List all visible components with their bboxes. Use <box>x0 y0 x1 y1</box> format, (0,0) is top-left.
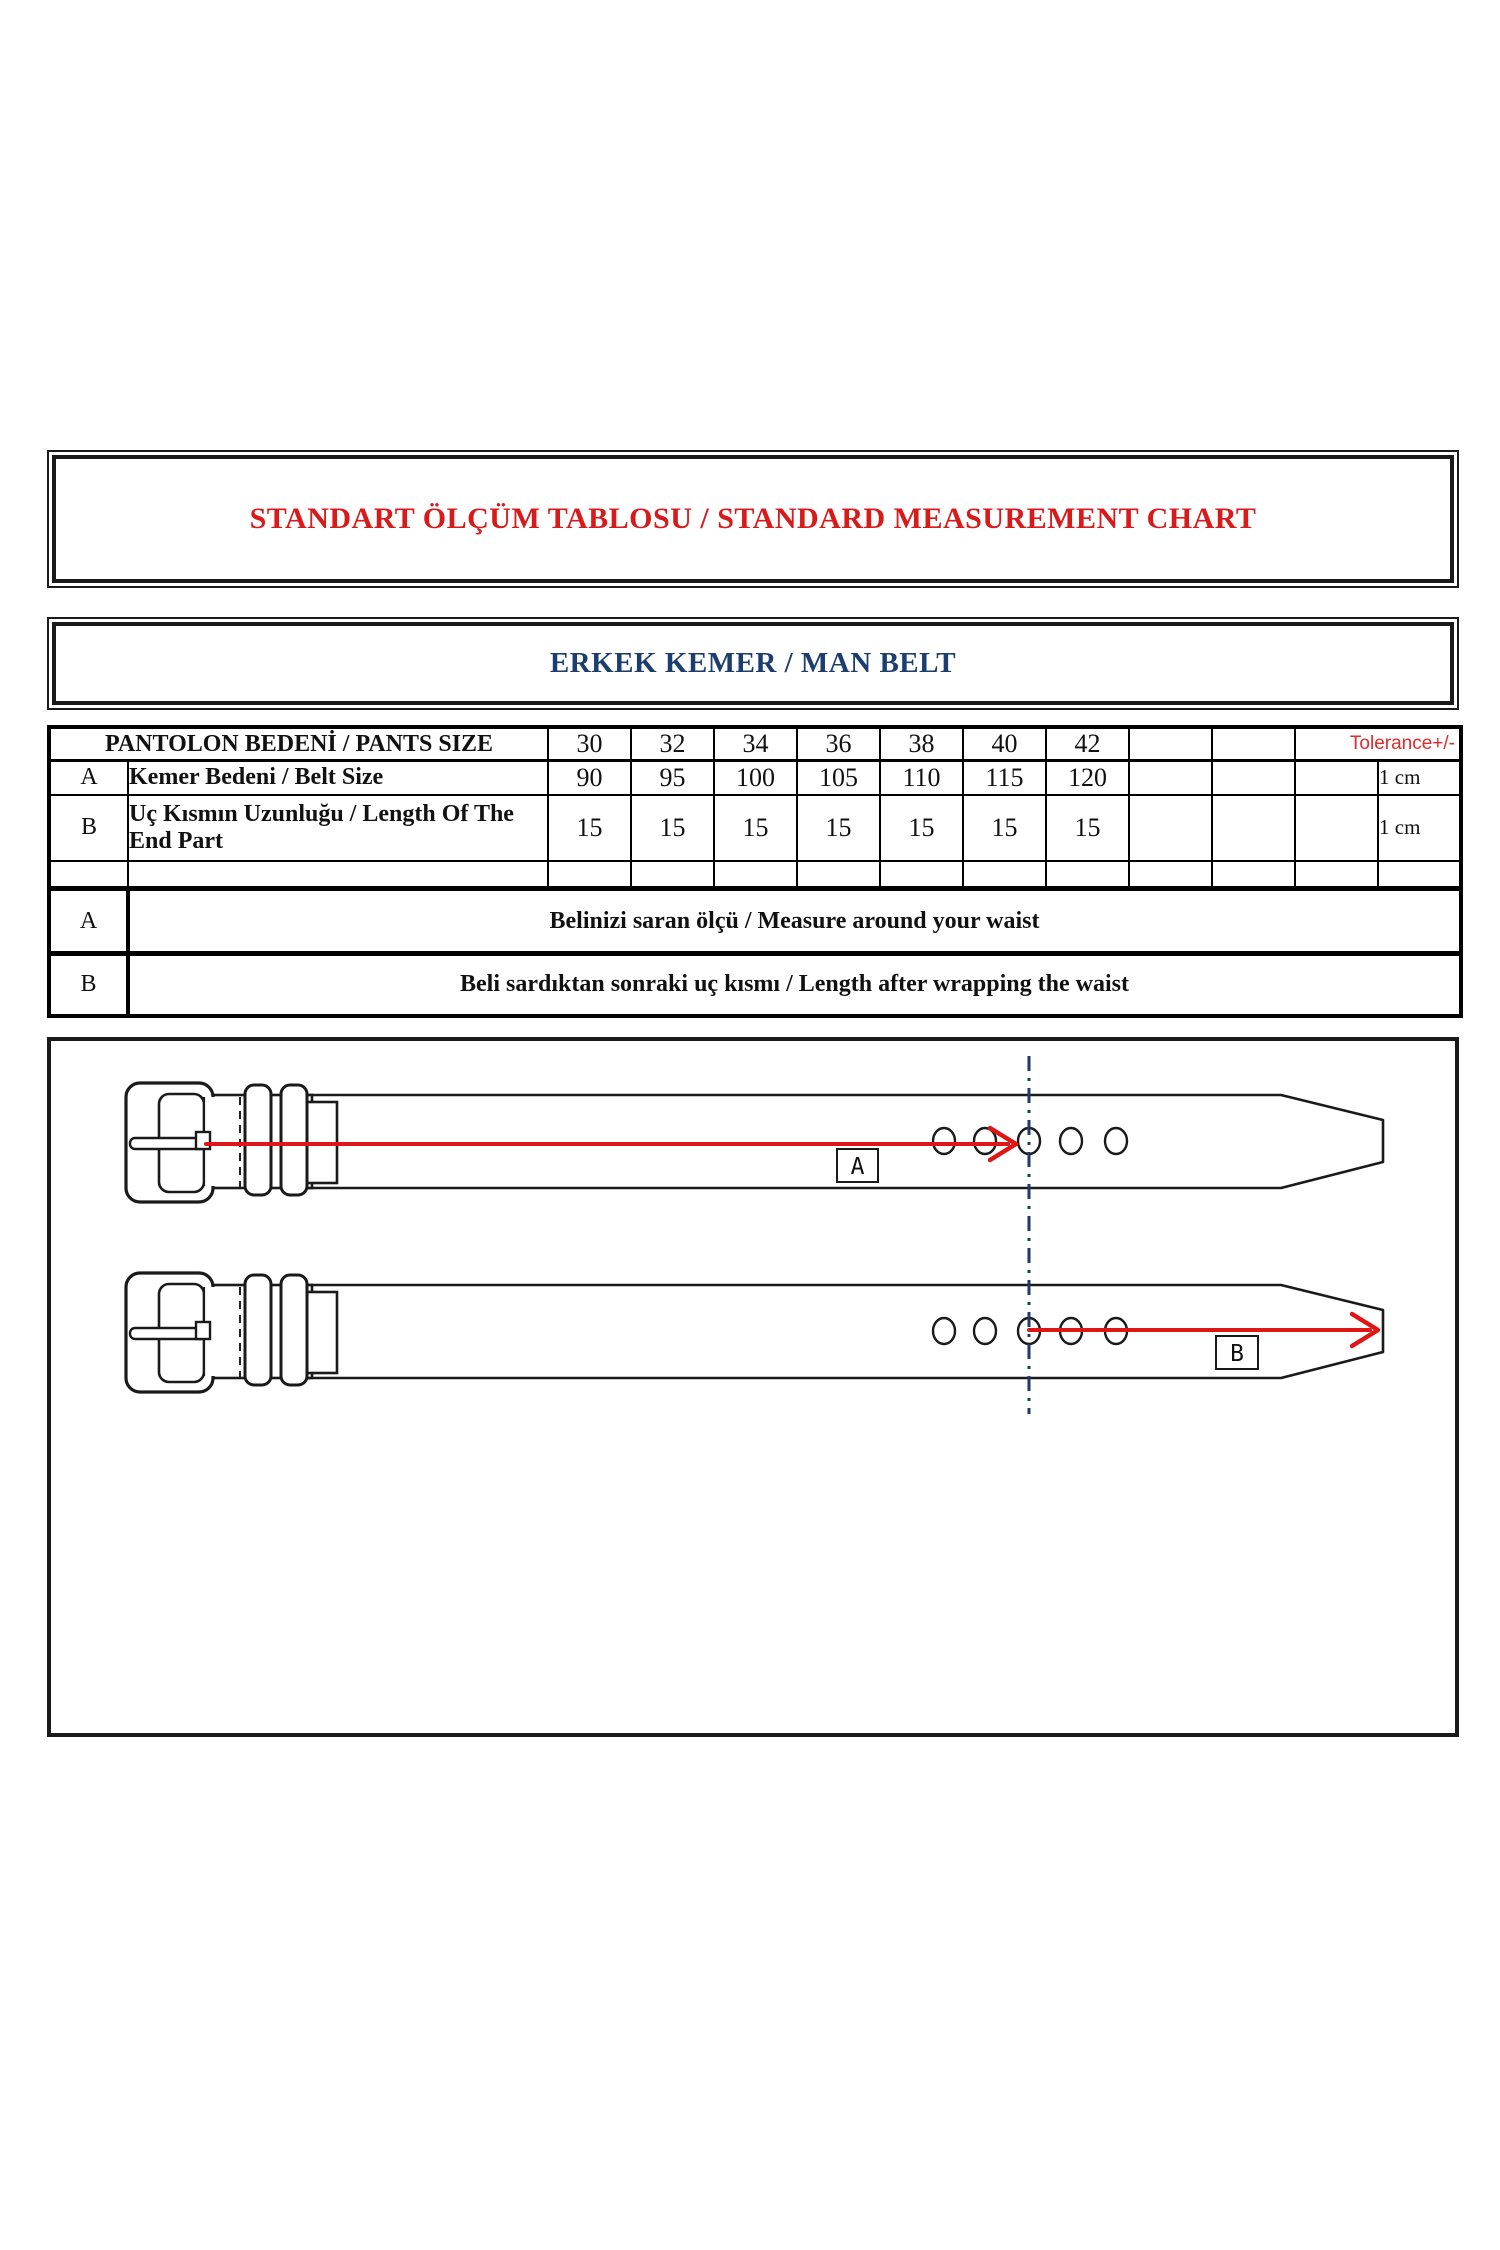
empty-cell <box>1211 793 1296 862</box>
note-letter: A <box>48 887 130 956</box>
title-box-inner: STANDART ÖLÇÜM TABLOSU / STANDARD MEASUR… <box>52 455 1454 583</box>
label-box-a: A <box>836 1148 879 1183</box>
tolerance-header: Tolerance+/- <box>1349 733 1455 754</box>
empty-cell <box>962 859 1047 891</box>
value-cell: 105 <box>796 759 881 796</box>
label-box-b: B <box>1215 1335 1259 1370</box>
end-part-row: B Uç Kısmın Uzunluğu / Length Of The End… <box>48 793 1462 862</box>
value-cell: 120 <box>1045 759 1130 796</box>
value-cell: 15 <box>547 793 632 862</box>
empty-cell <box>1045 859 1130 891</box>
belt-size-row: A Kemer Bedeni / Belt Size 90 95 100 105… <box>48 759 1462 796</box>
belt-diagram: A B <box>47 1037 1459 1737</box>
size-cell: 42 <box>1045 726 1130 762</box>
measure-arrow-b <box>1027 1311 1381 1349</box>
row-letter: B <box>48 793 129 862</box>
measurement-table: PANTOLON BEDENİ / PANTS SIZE 30 32 34 36… <box>47 725 1463 1018</box>
empty-cell <box>1128 759 1213 796</box>
subtitle-box-inner: ERKEK KEMER / MAN BELT <box>52 622 1454 705</box>
note-text: Belinizi saran ölçü / Measure around you… <box>127 887 1462 956</box>
value-cell: 15 <box>1045 793 1130 862</box>
value-cell: 15 <box>630 793 715 862</box>
pants-size-header: PANTOLON BEDENİ / PANTS SIZE <box>48 726 549 762</box>
value-cell: 95 <box>630 759 715 796</box>
value-cell: 115 <box>962 759 1047 796</box>
size-cell: 30 <box>547 726 632 762</box>
belt-bottom <box>124 1271 1385 1394</box>
note-letter: B <box>48 952 130 1017</box>
empty-cell <box>48 859 129 891</box>
value-cell: 15 <box>713 793 798 862</box>
value-cell: 100 <box>713 759 798 796</box>
empty-cell <box>547 859 632 891</box>
note-row-a: A Belinizi saran ölçü / Measure around y… <box>48 887 1462 956</box>
empty-cell <box>879 859 964 891</box>
row-label: Uç Kısmın Uzunluğu / Length Of The End P… <box>127 793 549 862</box>
value-cell: 15 <box>962 793 1047 862</box>
row-letter: A <box>48 759 129 796</box>
empty-cell <box>1128 726 1213 762</box>
value-cell: 110 <box>879 759 964 796</box>
empty-cell <box>713 859 798 891</box>
value-cell: 15 <box>796 793 881 862</box>
value-cell: 90 <box>547 759 632 796</box>
belt-diagram-svg: A B <box>124 1056 1385 1414</box>
tolerance-value: 1 cm <box>1377 759 1462 796</box>
empty-cell <box>1128 859 1213 891</box>
note-row-b: B Beli sardıktan sonraki uç kısmı / Leng… <box>48 952 1462 1017</box>
page-title: STANDART ÖLÇÜM TABLOSU / STANDARD MEASUR… <box>249 502 1257 535</box>
size-cell: 40 <box>962 726 1047 762</box>
empty-cell <box>1294 793 1379 862</box>
title-box: STANDART ÖLÇÜM TABLOSU / STANDARD MEASUR… <box>47 450 1459 588</box>
note-text: Beli sardıktan sonraki uç kısmı / Length… <box>127 952 1462 1017</box>
label-a-text: A <box>851 1154 865 1180</box>
tolerance-header-cell: Tolerance+/- <box>1294 726 1462 762</box>
product-subtitle: ERKEK KEMER / MAN BELT <box>549 647 957 679</box>
empty-cell <box>1377 859 1462 891</box>
empty-cell <box>630 859 715 891</box>
row-label: Kemer Bedeni / Belt Size <box>127 759 549 796</box>
spacer-row <box>48 859 1462 891</box>
empty-cell <box>1211 859 1296 891</box>
tolerance-value: 1 cm <box>1377 793 1462 862</box>
size-cell: 32 <box>630 726 715 762</box>
empty-cell <box>1211 726 1296 762</box>
subtitle-box: ERKEK KEMER / MAN BELT <box>47 617 1459 710</box>
size-cell: 36 <box>796 726 881 762</box>
empty-cell <box>1211 759 1296 796</box>
size-cell: 34 <box>713 726 798 762</box>
measure-arrow-a <box>204 1125 1019 1163</box>
empty-cell <box>1294 759 1379 796</box>
empty-cell <box>1294 859 1379 891</box>
empty-cell <box>796 859 881 891</box>
size-cell: 38 <box>879 726 964 762</box>
empty-cell <box>1128 793 1213 862</box>
label-b-text: B <box>1230 1341 1244 1367</box>
value-cell: 15 <box>879 793 964 862</box>
empty-cell <box>127 859 549 891</box>
table-header-row: PANTOLON BEDENİ / PANTS SIZE 30 32 34 36… <box>48 726 1462 762</box>
